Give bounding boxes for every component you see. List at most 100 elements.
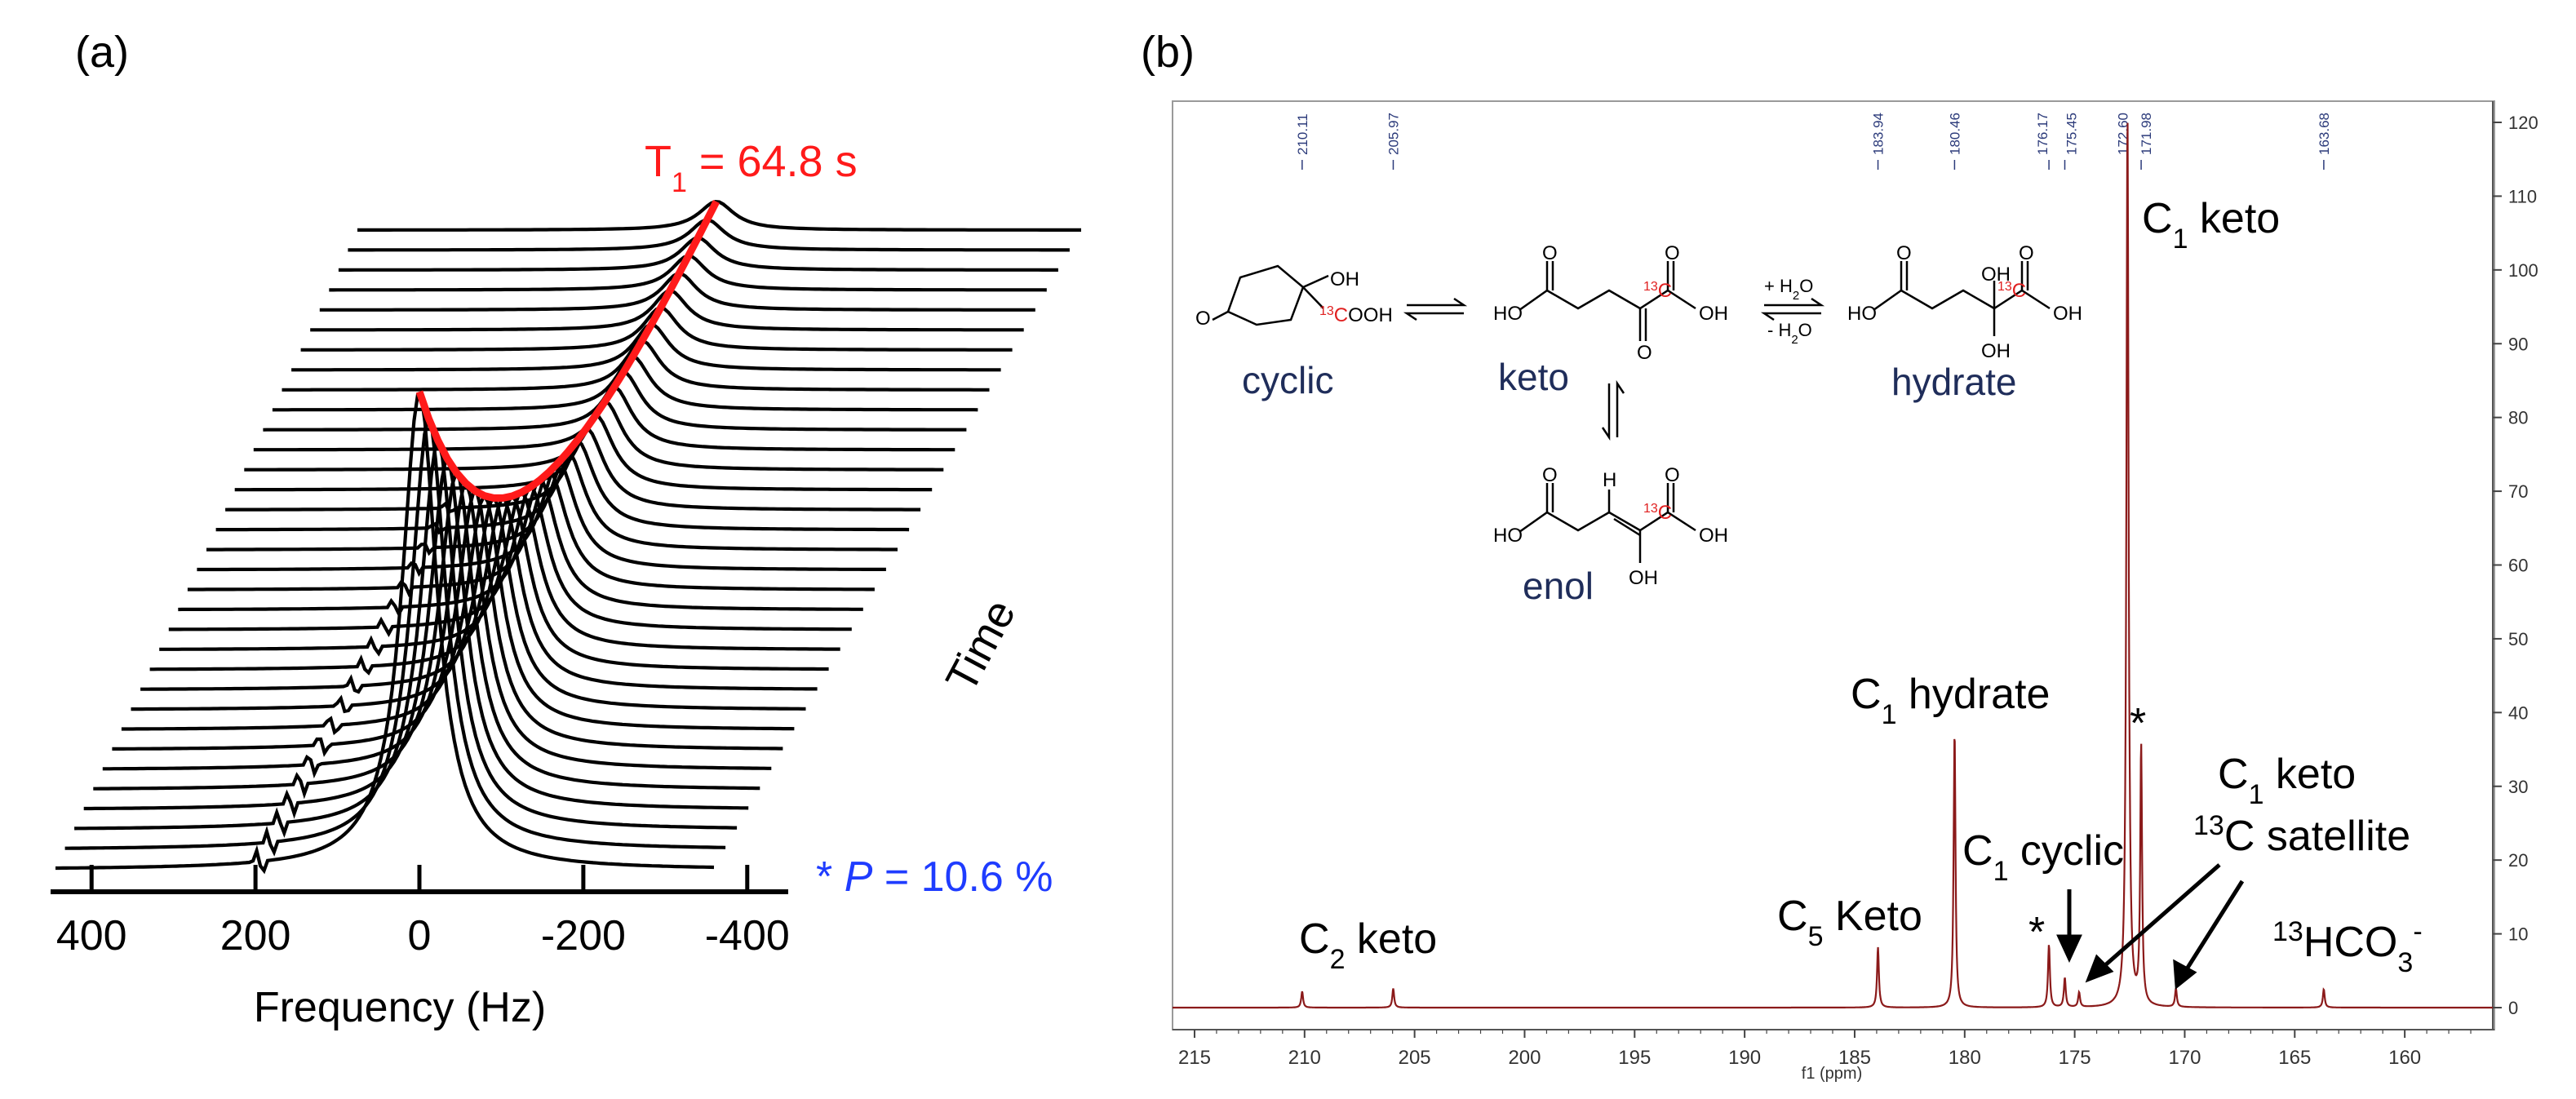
peak-label: 205.97 [1386,113,1401,155]
keto-iso: 13 [1643,280,1658,294]
waterfall-spectrum-line [93,468,760,800]
plus-water-h: + H [1764,276,1793,296]
keto-o1: O [1542,242,1558,264]
c1-keto-label: C1 keto [2142,195,2280,255]
enol-c13: 13C [1643,502,1672,525]
hydrate-o2: O [2019,242,2034,264]
waterfall-spectrum-line [178,477,863,618]
enol-c: C [1658,502,1672,524]
c5-keto-label: C5 Keto [1777,893,1922,952]
enol-o1: O [1542,464,1558,486]
annotation-arrows [2056,863,2245,990]
b-y-tick-label: 110 [2508,186,2537,206]
cyclic-ooh: OOH [1348,304,1393,326]
hydrate-oh-bottom: OH [1981,340,2011,362]
hydrate-oh-top: OH [1981,264,2011,286]
time-axis-label: Time [937,592,1025,699]
a-tick-label: 0 [408,912,432,959]
keto-c13: 13C [1643,280,1672,303]
polarization-variable: P [845,853,873,901]
keto-oh: OH [1699,303,1728,325]
b-y-tick-label: 40 [2508,702,2528,723]
satellite-iso: 13 [2193,810,2224,841]
panel-b-y-ticks: 0 10 20 30 40 50 60 70 80 90 100 110 120 [2493,113,2538,1018]
panel-b-label: (b) [1141,28,1195,77]
polarization-value: = 10.6 % [872,853,1053,901]
enol-o2: O [1665,464,1680,486]
b-y-tick-label: 50 [2508,629,2528,649]
c2-keto-c: C [1299,915,1330,963]
cyclic-o: O [1195,308,1211,330]
cyclic-structure [1212,264,1329,326]
enol-h: H [1603,469,1616,491]
c1-cyclic-text: cyclic [2008,827,2124,875]
peak-label: 183.94 [1871,113,1887,155]
satellite-text: keto [2263,751,2356,798]
satellite-arrow-1-head [2085,954,2114,983]
enol-name: enol [1523,565,1594,607]
cyclic-oh-bond [1302,274,1329,289]
panel-a: (a) 400 200 0 -200 -400 Frequency (Hz) T1 = … [51,28,1081,1031]
minus-water-sub: 2 [1791,333,1798,347]
satellite-sub: 1 [2249,779,2264,810]
b-y-tick-label: 100 [2508,260,2538,281]
satellite-c: C [2218,751,2249,798]
cyclic-cooh: 13COOH [1319,304,1393,327]
keto-structure [1519,261,1696,341]
minus-water: - H2O [1767,320,1812,347]
t1-value: = 64.8 s [687,137,858,186]
keto-o2: O [1637,342,1652,364]
cyclic-carbonyl [1212,310,1229,321]
minus-water-o: O [1798,320,1812,340]
hydrate-c: C [2012,280,2026,302]
panel-b-x-label: f1 (ppm) [1802,1065,1862,1083]
waterfall-spectrum-line [357,199,1081,232]
peak-label: 176.17 [2035,113,2051,155]
waterfall-spectra [55,199,1081,875]
c5-keto-sub: 5 [1808,921,1824,952]
c1-keto-c: C [2142,195,2173,242]
cyclic-c13: C [1334,304,1348,326]
star-annotation-2: * [2028,909,2045,956]
waterfall-spectrum-line [64,413,726,857]
keto-ho: HO [1493,303,1523,325]
panel-a-label: (a) [75,28,129,77]
waterfall-spectrum-line [55,392,715,875]
panel-a-x-ticks: 400 200 0 -200 -400 [56,865,790,959]
star-annotation-1: * [2130,700,2146,747]
waterfall-spectrum-line [140,497,818,694]
b-x-tick-label: 205 [1399,1047,1431,1069]
keto-o3: O [1665,242,1680,264]
eq-keto-enol-fwd [1601,383,1611,441]
cyclic-name: cyclic [1242,359,1333,401]
peak-label: 171.98 [2139,113,2154,155]
waterfall-spectrum-line [131,495,806,714]
enol-double-bond [1613,517,1641,537]
c1-hydrate-sub: 1 [1882,699,1897,730]
a-tick-label: -400 [705,912,790,959]
hydrate-oh: OH [2053,303,2082,325]
panel-b-frame [1172,100,2495,1030]
c5-keto-c: C [1777,893,1808,940]
plus-water-sub: 2 [1793,289,1799,303]
panel-b: (b) 215 210 205 200 195 190 185 180 175 170 165 160… [1141,28,2538,1083]
b-y-tick-label: 80 [2508,408,2528,428]
waterfall-spectrum-line [121,492,795,736]
waterfall-spectrum-line [168,485,852,638]
equilibrium-arrows [1403,297,1825,441]
enol-iso: 13 [1643,502,1658,516]
c1-cyclic-c: C [1962,827,1993,875]
b-x-tick-label: 190 [1728,1047,1761,1069]
cyclic-cooh-bond [1302,286,1324,309]
satellite-text2: C satellite [2224,813,2410,860]
b-y-tick-label: 70 [2508,481,2528,502]
panel-a-x-label: Frequency (Hz) [254,984,546,1031]
c1-hydrate-text: hydrate [1896,671,2050,718]
c1-keto-sub: 1 [2173,224,2188,255]
cyclic-iso: 13 [1319,304,1334,318]
b-y-tick-label: 0 [2508,998,2518,1018]
cyclic-ring [1226,264,1305,326]
hydrate-o1: O [1896,242,1912,264]
a-tick-label: 200 [220,912,291,959]
